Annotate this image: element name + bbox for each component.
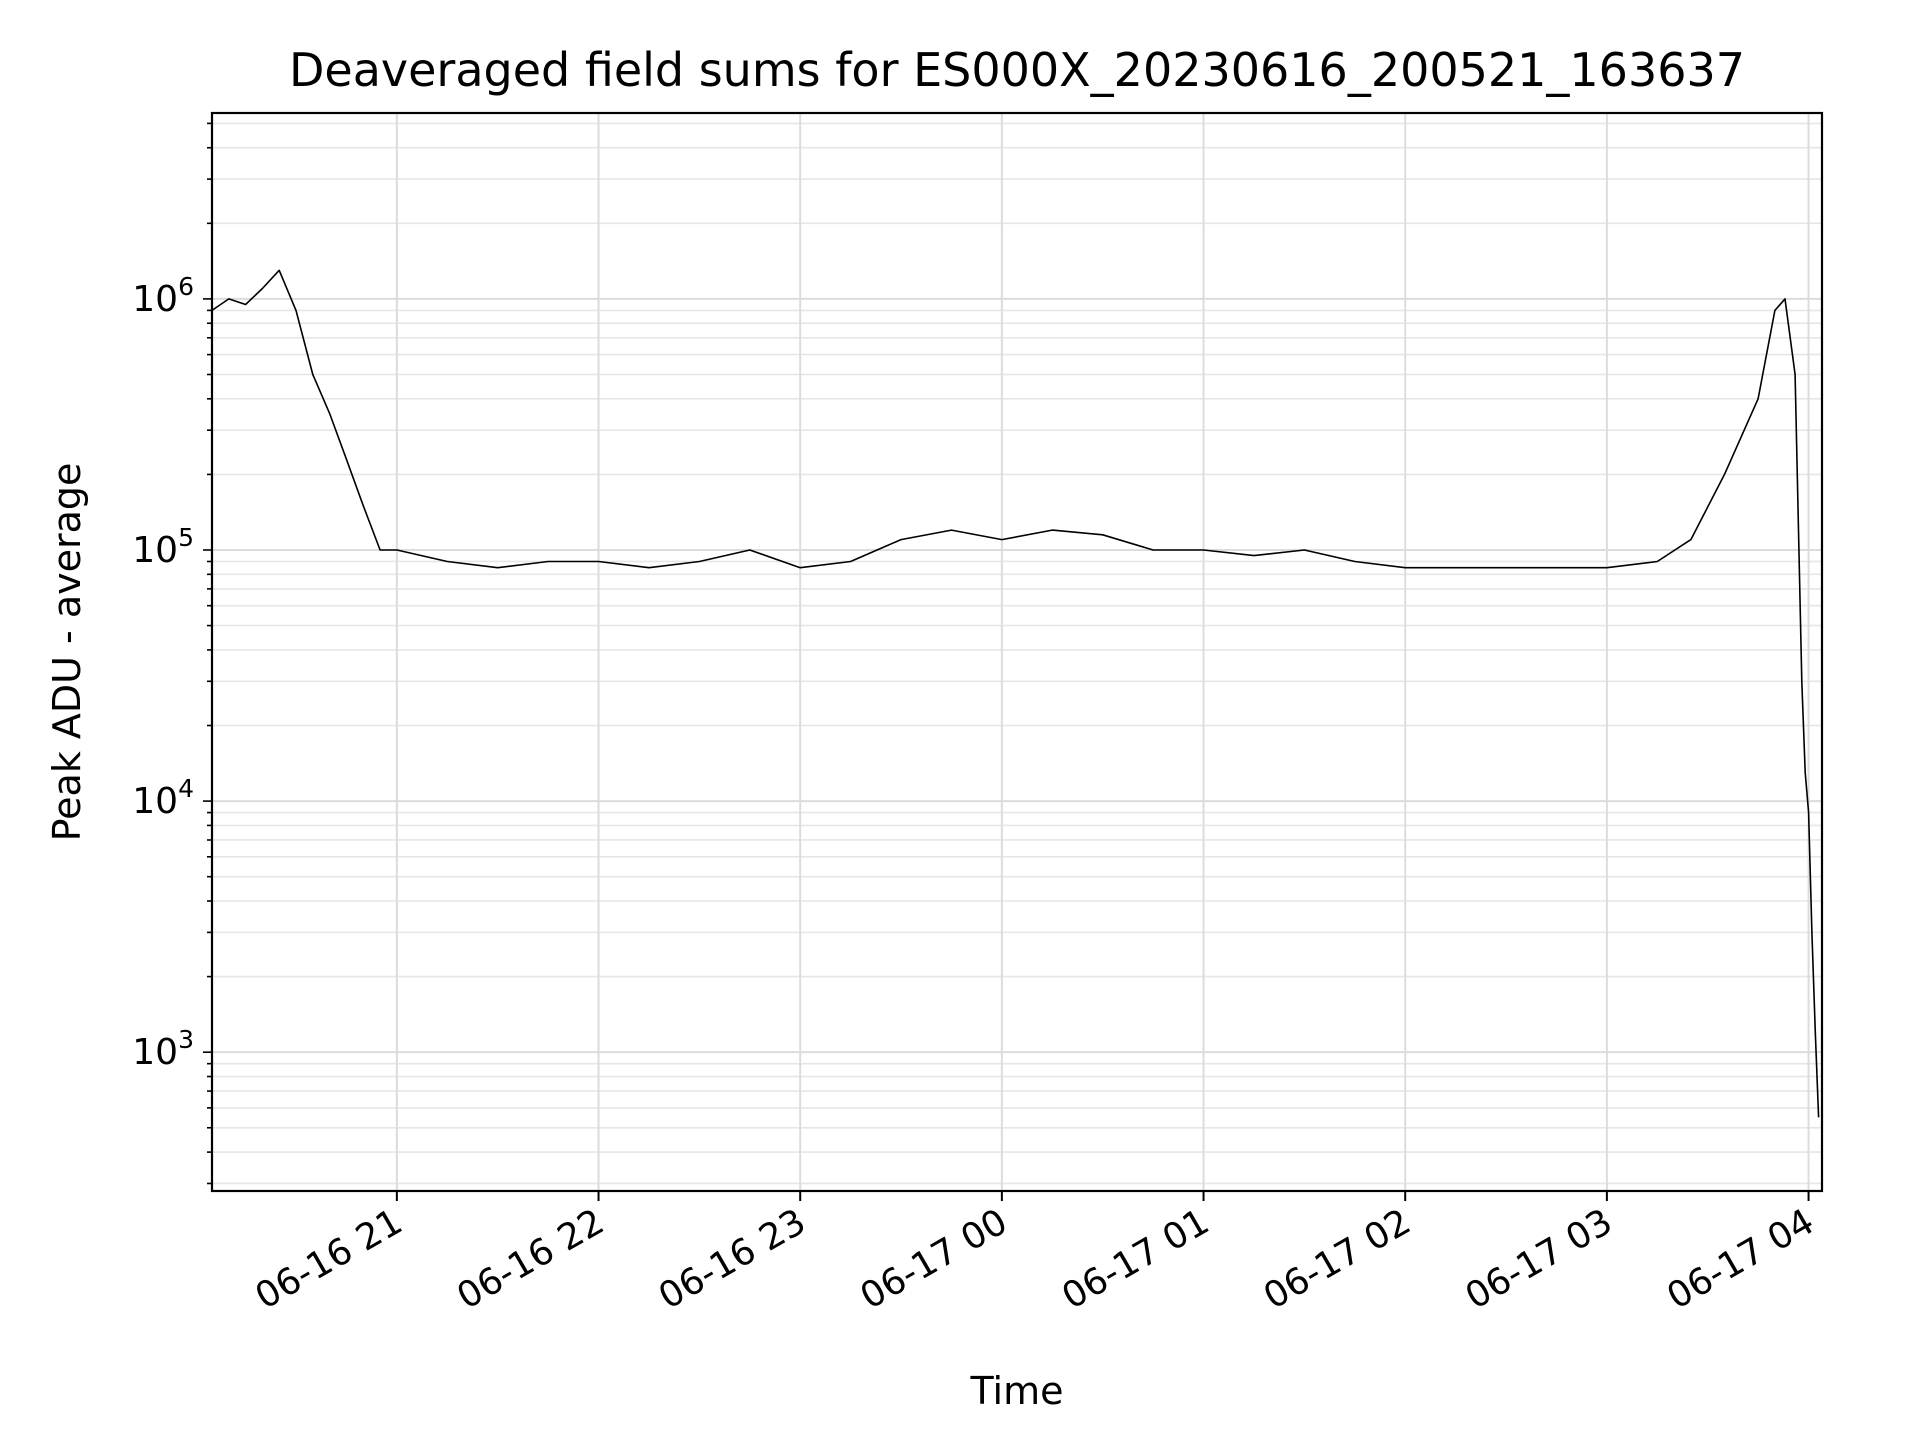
series-layer bbox=[211, 269, 1820, 1118]
y-tick-label: 103 bbox=[132, 1025, 194, 1073]
y-axis-label: Peak ADU - average bbox=[45, 463, 89, 842]
x-tick-label: 06-16 21 bbox=[249, 1201, 410, 1317]
grid bbox=[203, 113, 1822, 1191]
y-axis: 103 104 105 106 bbox=[132, 272, 194, 1073]
y-tick-label: 106 bbox=[132, 272, 194, 320]
y-tick-label: 104 bbox=[132, 774, 194, 822]
y-tick-label: 105 bbox=[132, 523, 194, 571]
x-axis-label: Time bbox=[970, 1369, 1064, 1413]
x-tick-label: 06-17 04 bbox=[1660, 1201, 1821, 1317]
x-tick-label: 06-17 02 bbox=[1257, 1201, 1418, 1317]
series-line bbox=[211, 269, 1820, 1118]
x-axis: 06-16 21 06-16 22 06-16 23 06-17 00 06-17 01… bbox=[249, 1191, 1821, 1318]
x-tick-label: 06-16 23 bbox=[652, 1201, 813, 1317]
x-tick-label: 06-17 00 bbox=[854, 1201, 1015, 1317]
chart-title: Deaveraged field sums for ES000X_2023061… bbox=[289, 43, 1745, 97]
plot-frame bbox=[210, 111, 1824, 1193]
x-tick-label: 06-17 03 bbox=[1459, 1201, 1620, 1317]
x-tick-label: 06-16 22 bbox=[450, 1201, 611, 1317]
x-tick-label: 06-17 01 bbox=[1055, 1201, 1216, 1317]
